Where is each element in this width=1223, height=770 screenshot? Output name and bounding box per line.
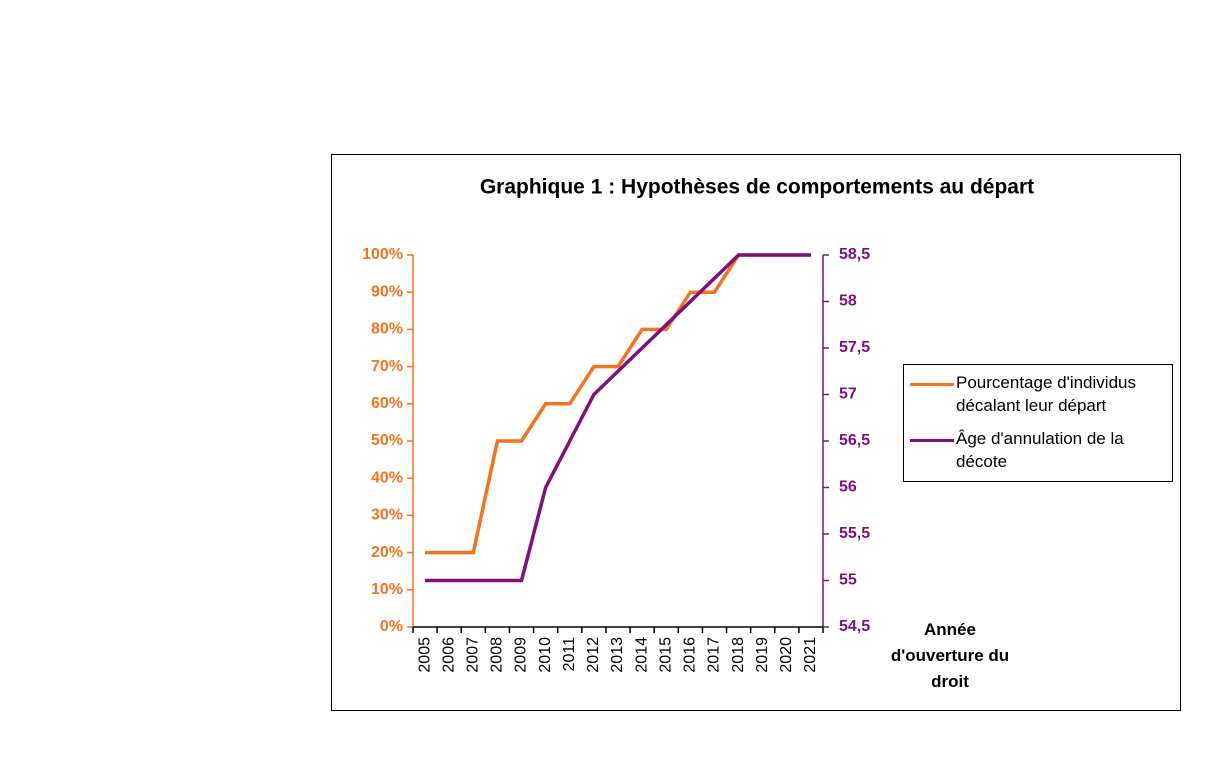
y2-tick-label: 56 [839, 479, 857, 496]
series-line [425, 253, 811, 555]
y-tick-label: 10% [371, 581, 403, 598]
y-tick-label: 80% [371, 321, 403, 338]
y-tick-label: 50% [371, 432, 403, 449]
legend-swatch [910, 439, 954, 442]
x-tick-label: 2013 [609, 637, 626, 673]
y2-tick-label: 57 [839, 386, 857, 403]
x-tick-label: 2005 [416, 637, 433, 673]
x-axis-title: Année d'ouverture du droit [890, 620, 1010, 691]
x-tick-label: 2015 [657, 637, 674, 673]
x-tick-label: 2017 [706, 637, 723, 673]
x-tick-label: 2011 [561, 637, 578, 672]
x-tick-label: 2010 [537, 637, 554, 673]
y2-tick-label: 57,5 [839, 339, 870, 356]
x-tick-label: 2016 [682, 637, 699, 673]
x-tick-label: 2006 [440, 637, 457, 673]
y-tick-label: 60% [371, 395, 403, 412]
y-tick-label: 100% [362, 246, 403, 263]
x-tick-label: 2020 [778, 637, 795, 673]
legend-label: Âge d'annulation de la décote [956, 429, 1124, 471]
legend-swatch [910, 383, 954, 386]
y-tick-label: 0% [380, 618, 403, 635]
y-tick-label: 90% [371, 283, 403, 300]
x-tick-label: 2009 [513, 637, 530, 673]
x-tick-label: 2019 [754, 637, 771, 673]
y2-tick-label: 56,5 [839, 432, 870, 449]
legend: Pourcentage d'individus décalant leur dé… [903, 364, 1173, 482]
chart-title: Graphique 1 : Hypothèses de comportement… [480, 176, 1034, 199]
y-tick-label: 30% [371, 507, 403, 524]
x-tick-label: 2007 [465, 637, 482, 673]
y2-tick-label: 58,5 [839, 246, 870, 263]
x-tick-label: 2021 [802, 637, 819, 673]
y2-tick-label: 58 [839, 293, 857, 310]
series-line [425, 253, 811, 583]
x-tick-label: 2014 [633, 637, 650, 673]
y2-tick-label: 54,5 [839, 618, 870, 635]
legend-label: Pourcentage d'individus décalant leur dé… [956, 373, 1136, 415]
y2-tick-label: 55,5 [839, 525, 870, 542]
y2-tick-label: 55 [839, 572, 857, 589]
x-tick-label: 2008 [489, 637, 506, 673]
y-tick-label: 70% [371, 358, 403, 375]
chart-frame [331, 154, 1181, 711]
x-tick-label: 2012 [585, 637, 602, 673]
x-tick-label: 2018 [730, 637, 747, 673]
y-tick-label: 20% [371, 544, 403, 561]
y-tick-label: 40% [371, 469, 403, 486]
